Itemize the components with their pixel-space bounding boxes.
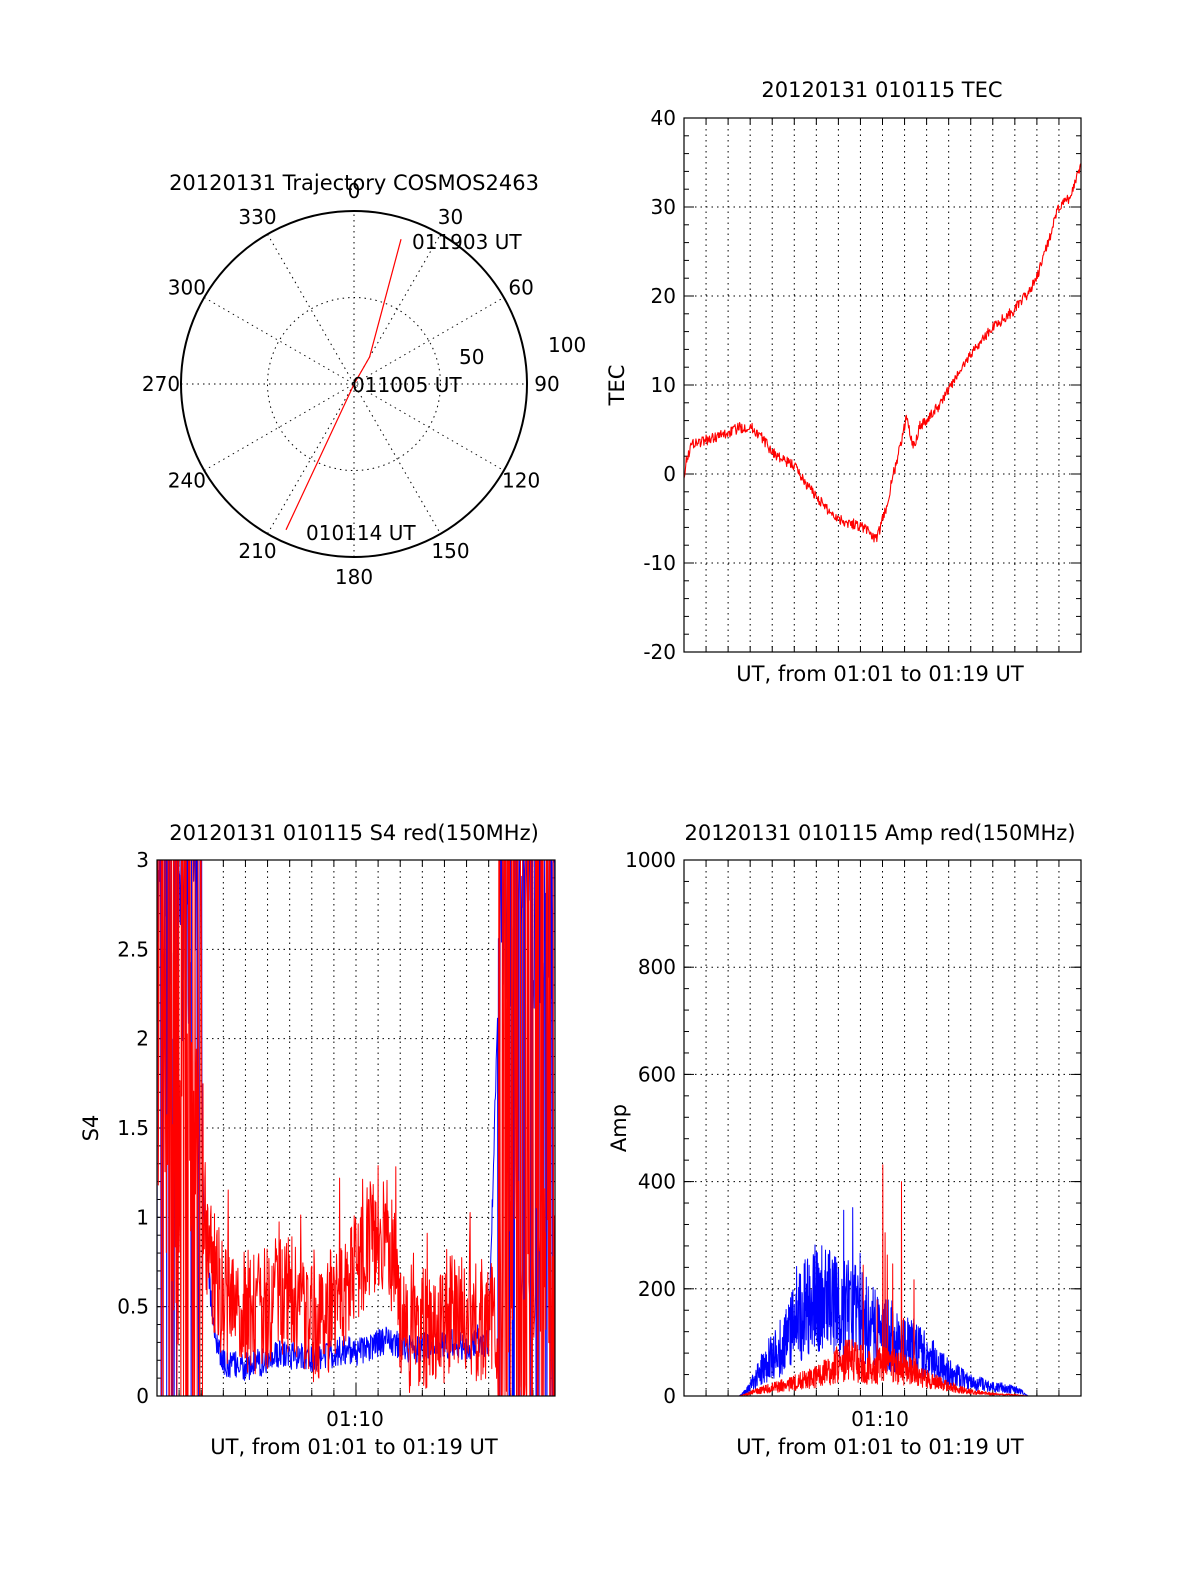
s4-ytick-label: 2 (136, 1027, 149, 1051)
s4-axes (156, 859, 556, 1397)
tec-title: 20120131 010115 TEC (761, 78, 1002, 102)
s4-xtick-label: 01:10 (326, 1407, 384, 1431)
polar-angle-label: 120 (502, 469, 540, 493)
polar-angle-label: 210 (238, 539, 276, 563)
s4-series (156, 859, 556, 1397)
amp-xtick-label: 01:10 (851, 1407, 909, 1431)
tec-ytick-label: 20 (651, 284, 676, 308)
polar-angle-label: 30 (438, 205, 463, 229)
s4-grid (157, 860, 555, 1396)
s4-ytick-label: 0.5 (117, 1295, 149, 1319)
polar-angle-label: 240 (168, 469, 206, 493)
trajectory-end-label: 011903 UT (412, 230, 522, 254)
s4-ytick-label: 1 (136, 1205, 149, 1229)
trajectory-line (285, 239, 402, 531)
tec-axes (683, 117, 1082, 653)
polar-angle-label: 300 (168, 276, 206, 300)
polar-radial-tick-50: 50 (459, 345, 484, 369)
tec-series (683, 163, 1082, 543)
amp-title: 20120131 010115 Amp red(150MHz) (684, 821, 1075, 845)
tec-ytick-label: 10 (651, 373, 676, 397)
polar-angle-label: 330 (238, 205, 276, 229)
amp-series (683, 1164, 1082, 1397)
polar-grid (181, 211, 527, 557)
amp-series-b (683, 1164, 1082, 1397)
amp-ytick-label: 800 (638, 955, 676, 979)
polar-trajectory (285, 239, 402, 531)
tec-ytick-label: -20 (643, 640, 676, 664)
amp-axes (683, 859, 1082, 1397)
polar-title: 20120131 Trajectory COSMOS2463 (169, 171, 539, 195)
polar-angle-labels: 0 30 60 90 120 150 180 210 240 270 300 330 (142, 179, 560, 589)
amp-xlabel: UT, from 01:01 to 01:19 UT (736, 1435, 1024, 1459)
s4-ytick-label: 3 (136, 848, 149, 872)
polar-angle-label: 60 (508, 276, 533, 300)
tec-xlabel: UT, from 01:01 to 01:19 UT (736, 662, 1024, 686)
tec-ytick-label: 0 (663, 462, 676, 486)
amp-panel: 20120131 010115 Amp red(150MHz) 0 200 400 6… (607, 821, 1082, 1459)
trajectory-start-label: 010114 UT (306, 521, 416, 545)
tec-ytick-label: 30 (651, 195, 676, 219)
polar-angle-label: 0 (348, 179, 361, 203)
amp-grid (684, 860, 1081, 1396)
s4-ytick-label: 2.5 (117, 937, 149, 961)
polar-radial-tick-100: 100 (548, 333, 586, 357)
tec-ylabel: TEC (605, 365, 629, 407)
trajectory-mid-label: 011005 UT (352, 373, 462, 397)
amp-y-ticks: 0 200 400 600 800 1000 (625, 848, 1082, 1408)
amp-ytick-label: 1000 (625, 848, 676, 872)
polar-angle-label: 150 (431, 539, 469, 563)
amp-ytick-label: 400 (638, 1170, 676, 1194)
tec-ytick-label: 40 (651, 106, 676, 130)
polar-trajectory-panel: 20120131 Trajectory COSMOS2463 0 30 60 90 12… (142, 171, 586, 589)
amp-ytick-label: 0 (663, 1384, 676, 1408)
polar-angle-label: 270 (142, 372, 180, 396)
tec-ytick-label: -10 (643, 551, 676, 575)
tec-grid (684, 118, 1081, 652)
polar-angle-label: 90 (534, 372, 559, 396)
s4-ytick-label: 0 (136, 1384, 149, 1408)
s4-ytick-label: 1.5 (117, 1116, 149, 1140)
amp-ytick-label: 600 (638, 1062, 676, 1086)
amp-ytick-label: 200 (638, 1277, 676, 1301)
s4-xlabel: UT, from 01:01 to 01:19 UT (210, 1435, 498, 1459)
polar-outer-circle (180, 210, 528, 558)
s4-title: 20120131 010115 S4 red(150MHz) (169, 821, 539, 845)
s4-series-b (156, 859, 556, 1397)
s4-panel: 20120131 010115 S4 red(150MHz) 0 0.5 1 1.5 2… (79, 821, 556, 1459)
s4-ylabel: S4 (79, 1115, 103, 1142)
amp-ylabel: Amp (607, 1104, 631, 1152)
polar-angle-label: 180 (335, 565, 373, 589)
tec-series-a (683, 163, 1082, 543)
